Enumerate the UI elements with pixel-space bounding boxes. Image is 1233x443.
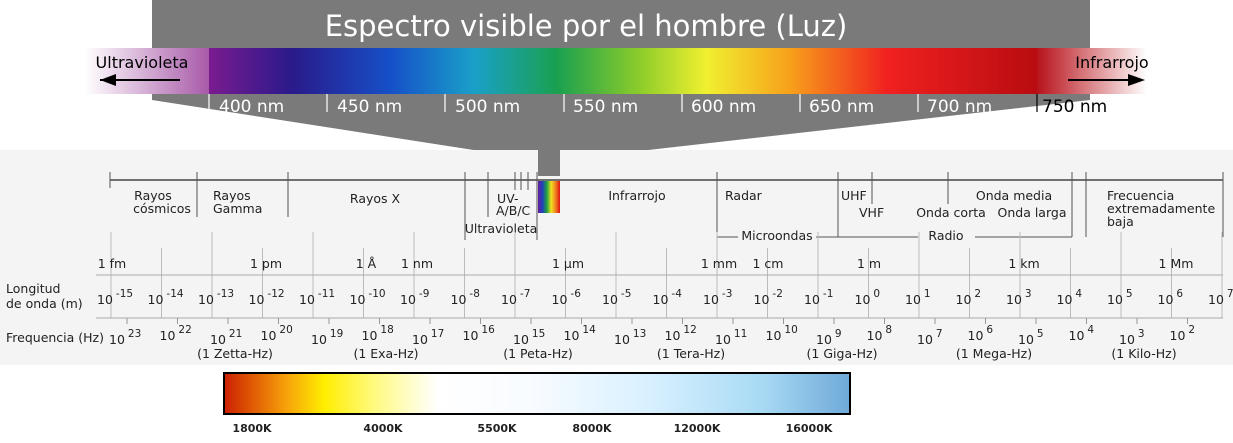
band-dividers — [109, 172, 1224, 240]
wavelength-axis-label-2: de onda (m) — [6, 296, 83, 311]
unit-label: 1 fm — [98, 256, 127, 271]
named-frequency: (1 Exa-Hz) — [353, 346, 418, 361]
band-label-radio: Radio — [928, 228, 963, 243]
wavelength-axis-label: Longitud — [6, 281, 60, 296]
temperature-label: 5500K — [477, 422, 517, 435]
named-frequency: (1 Giga-Hz) — [807, 346, 878, 361]
unit-label: 1 Mm — [1159, 256, 1194, 271]
infrared-label: Infrarrojo — [1075, 53, 1148, 72]
band-label-uhf: UHF — [841, 188, 867, 203]
tick-label: 700 nm — [927, 97, 992, 117]
named-frequency: (1 Zetta-Hz) — [197, 346, 273, 361]
temperature-label: 8000K — [572, 422, 612, 435]
temperature-label: 4000K — [363, 422, 403, 435]
tick-label: 500 nm — [455, 97, 520, 117]
temperature-labels: 1800K 4000K 5500K 8000K 12000K 16000K — [232, 422, 832, 435]
tick-label: 750 nm — [1042, 97, 1107, 117]
band-label-microondas: Microondas — [741, 228, 812, 243]
visible-spectrum-bar — [209, 48, 1037, 94]
band-label-infrared: Infrarrojo — [608, 188, 665, 203]
temperature-label: 16000K — [786, 422, 833, 435]
unit-label: 1 mm — [701, 256, 737, 271]
svg-text:A/B/C: A/B/C — [496, 203, 531, 218]
named-frequency: (1 Peta-Hz) — [503, 346, 573, 361]
visible-title: Espectro visible por el hombre (Luz) — [325, 9, 848, 43]
tick-label: 600 nm — [691, 97, 756, 117]
svg-text:extremadamente: extremadamente — [1107, 201, 1215, 216]
unit-label: 1 µm — [552, 256, 584, 271]
svg-text:Gamma: Gamma — [213, 201, 262, 216]
ultraviolet-fade — [85, 48, 209, 94]
unit-label: 1 nm — [401, 256, 433, 271]
band-label-onda-corta: Onda corta — [916, 205, 986, 220]
band-label-radar: Radar — [725, 188, 763, 203]
tick-label: 400 nm — [219, 97, 284, 117]
band-label-xray: Rayos X — [350, 191, 401, 206]
svg-text:baja: baja — [1107, 214, 1134, 229]
band-label-vhf: VHF — [859, 205, 884, 220]
temperature-label: 12000K — [674, 422, 721, 435]
unit-label: 1 m — [857, 256, 881, 271]
band-label-gamma: Rayos — [213, 188, 251, 203]
visible-band-marker — [538, 181, 560, 213]
named-frequency: (1 Kilo-Hz) — [1111, 346, 1176, 361]
named-frequency: (1 Tera-Hz) — [657, 346, 725, 361]
band-label-elf: Frecuencia — [1107, 188, 1174, 203]
band-label-cosmic: Rayos — [134, 188, 172, 203]
visible-wavelength-ticks: 400 nm 450 nm 500 nm 550 nm 600 nm 650 n… — [208, 94, 1107, 117]
band-label-ultravioleta: Ultravioleta — [465, 221, 538, 236]
band-labels: Rayos cósmicos Rayos Gamma Rayos X UV- A… — [133, 188, 1215, 243]
length-unit-row: 1 fm 1 pm 1 Å 1 nm 1 µm 1 mm 1 cm 1 m 1 … — [98, 256, 1194, 271]
unit-label: 1 cm — [753, 256, 784, 271]
temperature-label: 1800K — [232, 422, 272, 435]
band-label-onda-media: Onda media — [976, 188, 1052, 203]
ultraviolet-label: Ultravioleta — [96, 53, 189, 72]
named-frequency: (1 Mega-Hz) — [956, 346, 1032, 361]
tick-label: 650 nm — [809, 97, 874, 117]
unit-label: 1 km — [1008, 256, 1039, 271]
unit-label: 1 Å — [356, 256, 377, 271]
tick-label: 450 nm — [337, 97, 402, 117]
band-label-uvabc: UV- — [497, 191, 518, 206]
tick-label: 550 nm — [573, 97, 638, 117]
infrared-fade — [1037, 48, 1147, 94]
svg-text:cósmicos: cósmicos — [133, 201, 191, 216]
frequency-axis-label: Frequencia (Hz) — [6, 330, 104, 345]
band-label-onda-larga: Onda larga — [998, 205, 1067, 220]
color-temperature-bar — [223, 372, 851, 415]
unit-label: 1 pm — [250, 256, 282, 271]
named-frequency-row: (1 Zetta-Hz) (1 Exa-Hz) (1 Peta-Hz) (1 T… — [197, 346, 1177, 361]
